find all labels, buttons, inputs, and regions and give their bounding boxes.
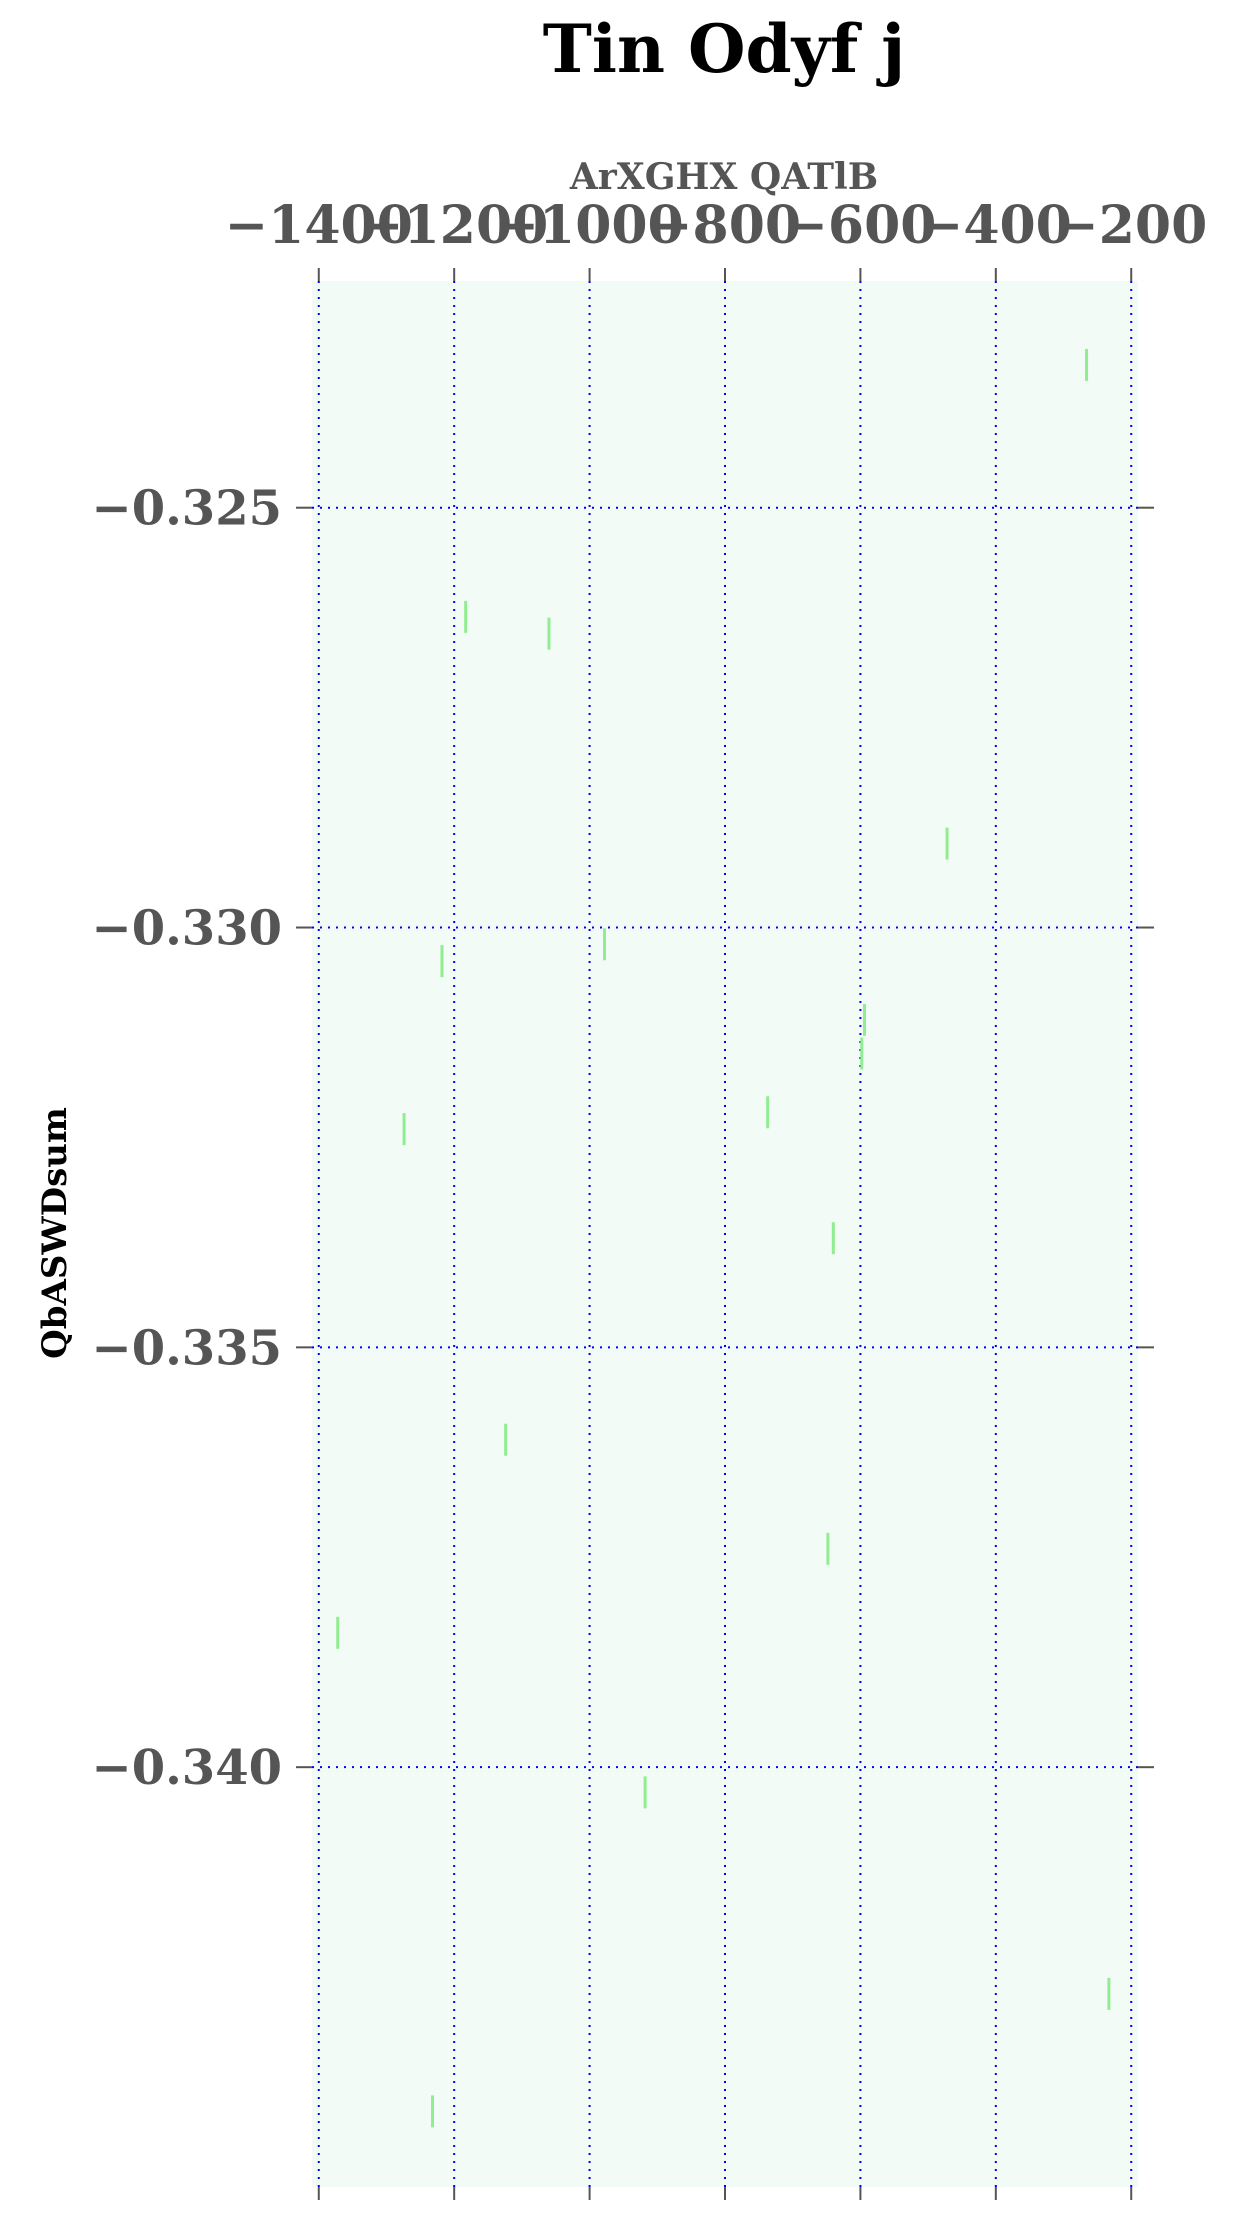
x-axis-ticks: −1400−1200−1000−800−600−400−200 <box>225 195 1207 2200</box>
x-tick-label: −600 <box>784 195 936 256</box>
x-tick-label: −1000 <box>495 195 683 256</box>
y-axis-title: QbASWDsum <box>35 1107 75 1359</box>
y-tick-label: −0.325 <box>91 481 282 537</box>
y-gridlines <box>312 506 1138 1769</box>
y-tick-label: −0.340 <box>91 1740 282 1796</box>
x-tick-label: −1200 <box>360 195 548 256</box>
data-points <box>336 348 1111 2128</box>
y-axis-ticks: −0.325 −0.330 −0.335 −0.340 <box>91 481 1154 1796</box>
x-gridlines <box>317 281 1133 2187</box>
x-tick-label: −400 <box>920 195 1072 256</box>
x-tick-label: −200 <box>1055 195 1207 256</box>
y-tick-label: −0.335 <box>91 1320 282 1376</box>
chart-title: Tin Odyf j <box>543 10 905 88</box>
y-tick-label: −0.330 <box>91 901 282 957</box>
x-axis-title: ArXGHX QATlB <box>569 156 878 198</box>
x-tick-label: −1400 <box>225 195 413 256</box>
x-tick-label: −800 <box>649 195 801 256</box>
